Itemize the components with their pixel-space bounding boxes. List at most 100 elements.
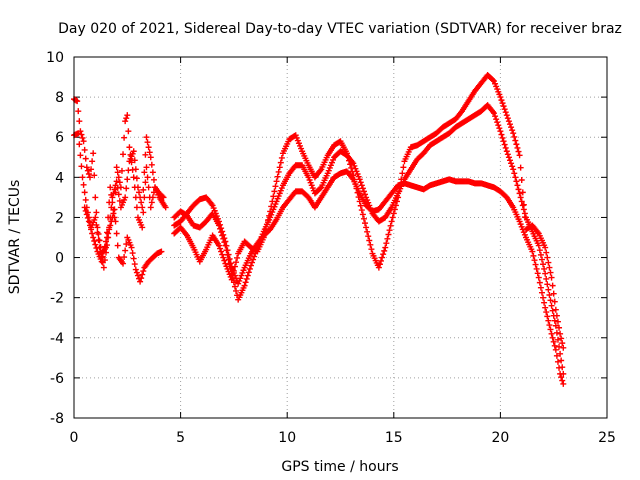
data-point <box>381 247 388 254</box>
data-point <box>558 357 565 364</box>
data-point <box>545 286 552 293</box>
data-point <box>358 182 365 189</box>
data-point <box>138 199 145 206</box>
data-point <box>133 269 140 276</box>
data-point <box>537 284 544 291</box>
data-point <box>506 121 513 128</box>
data-point <box>503 148 510 155</box>
data-point <box>497 94 504 101</box>
data-point <box>504 151 511 158</box>
x-tick-label: 0 <box>70 430 79 446</box>
data-point <box>233 259 240 266</box>
data-point <box>546 264 553 271</box>
data-series-3 <box>81 204 165 285</box>
data-point <box>511 133 518 140</box>
data-point <box>113 230 120 237</box>
data-point <box>549 282 556 289</box>
data-point <box>111 186 118 193</box>
data-point <box>122 118 129 125</box>
data-point <box>123 115 130 122</box>
data-point <box>529 248 536 255</box>
data-point <box>79 134 86 141</box>
data-point <box>543 275 550 282</box>
data-point <box>76 118 83 125</box>
data-point <box>395 194 402 201</box>
data-point <box>532 261 539 268</box>
data-point <box>137 278 144 285</box>
data-point <box>508 160 515 167</box>
data-point <box>388 218 395 225</box>
data-point <box>131 157 138 164</box>
data-point <box>112 218 119 225</box>
data-point <box>111 206 118 213</box>
data-point <box>399 170 406 177</box>
data-point <box>228 276 235 283</box>
data-point <box>353 185 360 192</box>
data-point <box>343 150 350 157</box>
data-point <box>109 199 116 206</box>
data-point <box>230 267 237 274</box>
data-point <box>144 139 151 146</box>
data-point <box>553 312 560 319</box>
data-point <box>344 153 351 160</box>
data-point <box>492 113 499 120</box>
data-point <box>123 185 130 192</box>
data-point <box>540 294 547 301</box>
data-point <box>509 127 516 134</box>
data-point <box>126 144 133 151</box>
data-point <box>86 222 93 229</box>
y-tick-label: 10 <box>46 50 64 66</box>
data-point <box>102 238 109 245</box>
data-point <box>317 185 324 192</box>
data-point <box>128 244 135 251</box>
data-point <box>88 226 95 233</box>
data-point <box>365 233 372 240</box>
data-point <box>504 115 511 122</box>
data-point <box>493 116 500 123</box>
data-point <box>546 291 553 298</box>
data-point <box>260 234 267 241</box>
data-point <box>122 247 129 254</box>
data-point <box>92 241 99 248</box>
data-point <box>76 141 83 148</box>
data-point <box>219 251 226 258</box>
data-point <box>554 318 561 325</box>
x-tick-label: 5 <box>176 430 185 446</box>
y-tick-label: 4 <box>55 170 64 186</box>
data-point <box>266 212 273 219</box>
data-point <box>147 154 154 161</box>
data-series-6 <box>171 72 567 351</box>
data-point <box>218 248 225 255</box>
data-point <box>546 322 553 329</box>
data-point <box>346 157 353 164</box>
data-point <box>140 268 147 275</box>
data-point <box>139 224 146 231</box>
data-point <box>347 161 354 168</box>
data-point <box>558 374 565 381</box>
y-tick-label: -6 <box>50 371 64 387</box>
data-point <box>542 304 549 311</box>
data-point <box>83 211 90 218</box>
data-point <box>109 214 116 221</box>
data-point <box>497 128 504 135</box>
data-point <box>89 158 96 165</box>
y-tick-label: -2 <box>50 291 64 307</box>
data-point <box>499 100 506 107</box>
y-tick-label: 2 <box>55 210 64 226</box>
data-point <box>224 251 231 258</box>
data-point <box>262 225 269 232</box>
data-point <box>541 265 548 272</box>
data-point <box>515 148 522 155</box>
data-point <box>82 196 89 203</box>
data-point <box>516 190 523 197</box>
data-point <box>544 313 551 320</box>
data-point <box>364 228 371 235</box>
data-point <box>498 131 505 138</box>
data-point <box>133 175 140 182</box>
data-point <box>148 161 155 168</box>
data-point <box>548 330 555 337</box>
data-point <box>160 194 167 201</box>
data-point <box>140 186 147 193</box>
data-point <box>515 186 522 193</box>
data-point <box>548 274 555 281</box>
